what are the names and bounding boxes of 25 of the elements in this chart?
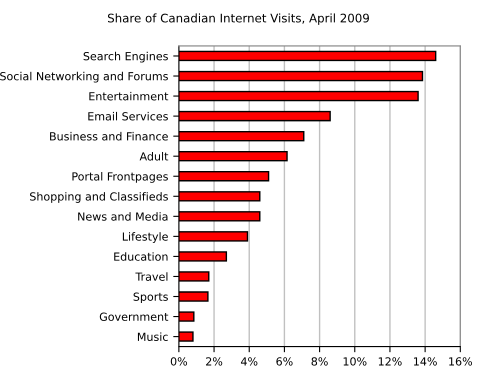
x-tick-label: 10% <box>344 357 367 366</box>
y-tick-label: Music <box>138 332 168 341</box>
y-tick-label: Government <box>100 312 168 321</box>
y-tick-label: Adult <box>140 152 168 161</box>
x-tick-label: 4% <box>240 357 258 366</box>
y-tick-label: News and Media <box>78 212 168 221</box>
x-tick-label: 12% <box>378 357 402 366</box>
x-tick-label: 2% <box>206 357 222 366</box>
x-tick-label: 14% <box>414 357 437 366</box>
y-tick-label: Portal Frontpages <box>72 172 168 183</box>
y-tick-label: Sports <box>134 292 168 304</box>
y-tick-label: Shopping and Classifieds <box>30 192 168 203</box>
x-tick-label: 0% <box>170 357 188 366</box>
y-tick-label: Travel <box>135 272 168 281</box>
x-tick-label: 8% <box>312 357 328 366</box>
y-tick-label: Lifestyle <box>122 232 168 243</box>
y-tick-label: Entertainment <box>89 92 168 100</box>
x-tick-label: 6% <box>276 357 293 366</box>
y-tick-label: Email Services <box>88 112 168 120</box>
x-tick-label: 16% <box>449 357 472 366</box>
chart-title: Share of Canadian Internet Visits, April 2009 <box>108 13 369 25</box>
y-tick-label: Social Networking and Forums <box>0 72 168 83</box>
y-tick-label: Search Engines <box>84 52 168 63</box>
y-tick-label: Education <box>114 252 168 261</box>
y-tick-label: Business and Finance <box>50 132 168 141</box>
